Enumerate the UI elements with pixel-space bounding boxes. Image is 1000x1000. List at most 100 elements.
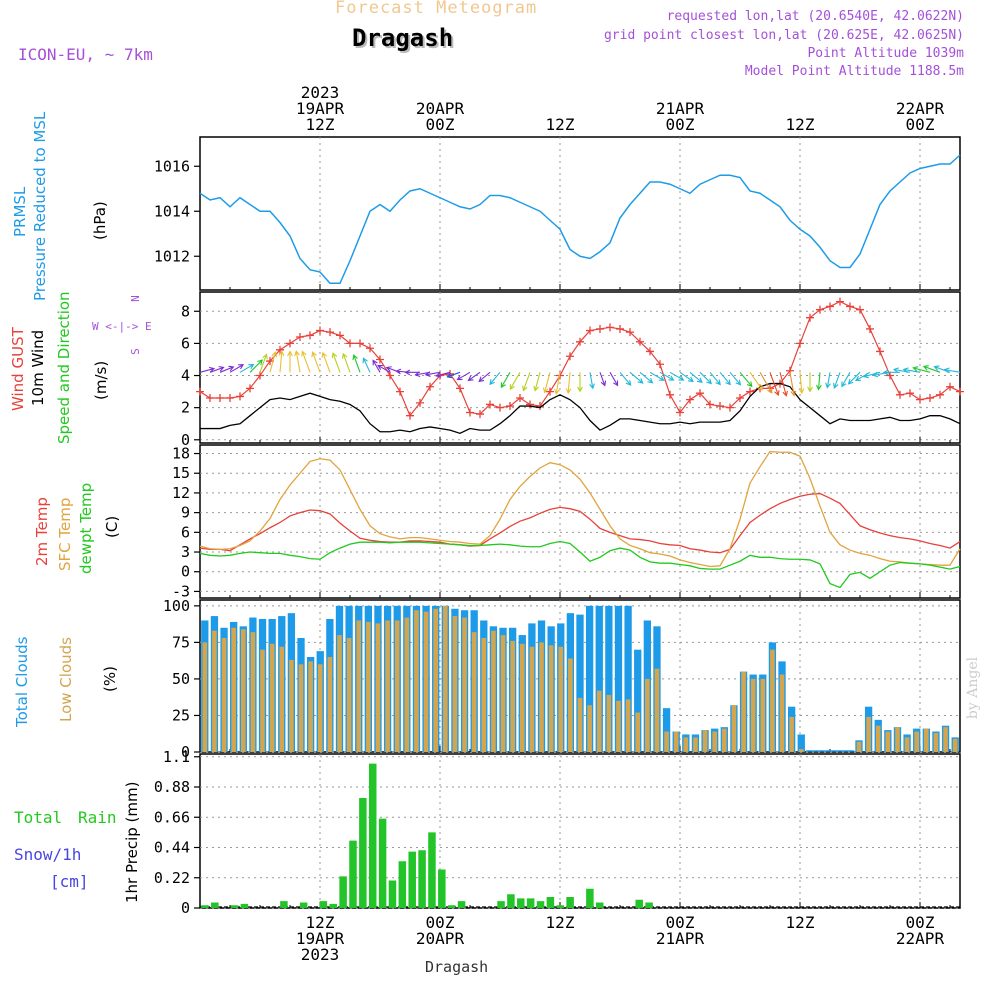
low-cloud-bar [683,737,689,752]
low-cloud-bar [798,749,804,752]
precip-snow-label: Snow/1h [14,845,82,864]
low-cloud-bar [933,733,939,752]
point-altitude: Point Altitude 1039m [807,46,964,61]
temp-sfc-label: SFC Temp [56,497,74,571]
low-cloud-bar [212,630,217,752]
low-cloud-bar [616,700,621,752]
panel-frame [199,291,961,444]
total-cloud-bar [614,605,623,752]
time-label-bottom: 00Z [666,913,695,932]
y-tick-label: 0.88 [154,778,190,796]
precip-rain-label: Rain [78,808,117,827]
low-cloud-bar [693,737,698,752]
precip-bar [457,901,466,908]
gust-marker [376,355,384,364]
temp-dewpt-label: dewpt Temp [77,482,95,574]
time-label-top: 22APR [896,99,945,118]
precip-bar [398,861,407,908]
wind-arrow [807,372,813,393]
wind-arrow [209,366,225,373]
low-cloud-bar [885,731,891,752]
wind-arrow [489,371,501,386]
gust-marker [396,387,404,396]
wind-arrow [341,352,351,373]
precip-bar [645,902,653,908]
gust-marker [826,302,834,311]
wind-arrow [729,371,742,386]
y-tick-label: 9 [181,504,190,522]
low-cloud-bar [577,697,583,752]
gust-marker [326,328,334,337]
time-label-top: 20APR [416,99,465,118]
y-tick-label: 1012 [154,247,190,265]
low-cloud-bar [558,646,564,752]
low-cloud-bar [452,616,458,752]
wind-arrow [435,371,451,378]
precip-bar [408,851,416,908]
wind-arrow [629,371,644,384]
precip-bar [329,903,337,908]
gust-marker [516,394,524,403]
y-tick-label: 8 [181,302,190,320]
gust-marker [486,400,494,409]
wind-arrow [542,372,551,394]
gust-marker [526,400,534,409]
low-cloud-bar [875,725,881,752]
precip-bar [319,901,328,908]
gust-marker [876,347,884,356]
y-tick-label: 50 [172,670,190,688]
y-tick-label: 75 [172,633,190,651]
gust-marker [196,387,204,396]
compass-s: S [128,348,142,355]
low-cloud-bar [433,608,439,752]
precip-bar [497,901,505,908]
y-tick-label: 18 [172,445,190,463]
time-label-bottom: 00Z [426,913,455,932]
pressure-label-2: Pressure Reduced to MSL [31,111,49,301]
wind-arrow [352,354,361,373]
low-cloud-bar [539,642,544,752]
time-label-bottom: 21APR [656,929,705,948]
wind-arrow [709,371,721,386]
grid-coords: grid point closest lon,lat (20.625E, 42.… [603,28,964,43]
gust-marker [846,302,854,311]
precip-bar [438,869,446,908]
low-cloud-bar [548,645,554,752]
panel-frame [199,444,961,599]
gust-marker [236,392,244,401]
wind-arrow [719,371,731,386]
gust-marker [736,394,744,403]
y-tick-label: 0 [181,899,190,917]
wind-arrow [500,372,511,389]
time-label-bottom: 12Z [786,913,815,932]
precip-bar [536,901,545,908]
low-cloud-bar [625,699,631,752]
precip-unit: 1hr Precip (mm) [123,781,141,903]
low-cloud-bar [443,605,448,752]
gust-line [199,300,961,417]
low-cloud-bar [500,635,506,752]
wind-arrow [249,359,264,373]
temp-sfc-line [199,450,961,568]
gust-marker [636,337,644,346]
gust-marker [836,297,844,306]
gust-marker [646,347,654,356]
gust-marker [906,389,914,398]
time-label-bottom: 12Z [306,913,335,932]
wind-arrow [311,351,321,373]
wind-arrow [769,372,780,397]
precip-bar [546,897,555,908]
low-cloud-bar [317,664,323,752]
wind-arrow [269,351,278,373]
y-tick-label: 6 [181,523,190,541]
low-cloud-bar [654,668,660,752]
wind-arrow [278,350,285,373]
gust-marker [956,387,964,396]
precip-bar [211,902,219,908]
total-cloud-bar [797,734,805,752]
time-label-top: 00Z [906,115,935,134]
precip-bar [201,905,209,908]
low-cloud-bar [519,643,525,752]
low-cloud-bar [856,741,862,752]
precip-snow-unit: [cm] [50,872,89,891]
